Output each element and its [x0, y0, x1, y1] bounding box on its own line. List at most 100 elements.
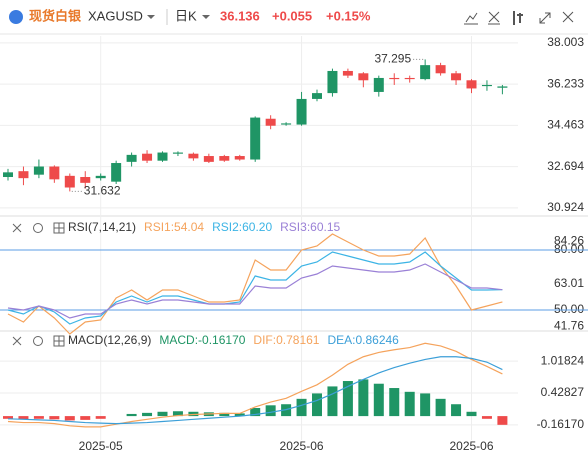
histogram-bar	[234, 413, 245, 417]
histogram-bar	[172, 411, 183, 417]
series-line	[7, 233, 503, 335]
series-line	[7, 342, 503, 428]
histogram-bar	[296, 398, 307, 417]
x-tick-label: 2025-05	[79, 439, 123, 453]
settings-icon[interactable]	[33, 223, 43, 233]
candle-body	[327, 70, 338, 94]
candle-body	[49, 166, 60, 180]
histogram-bar	[466, 411, 477, 417]
candle-body	[358, 73, 369, 81]
candle-body	[126, 154, 137, 162]
logo	[9, 10, 23, 24]
change: +0.055	[272, 8, 312, 23]
histogram-bar	[18, 416, 29, 420]
period[interactable]: 日K	[175, 8, 197, 23]
legend-entry: DIF:0.78161	[253, 333, 319, 347]
candle-body	[3, 172, 13, 178]
histogram-bar	[265, 405, 276, 417]
series-line	[7, 263, 503, 319]
histogram-bar	[342, 381, 353, 417]
x-tick-label: 2025-06	[280, 439, 324, 453]
remove-icon[interactable]	[12, 223, 22, 233]
histogram-bar	[250, 408, 261, 417]
y-tick-label: 1.01824	[541, 353, 585, 367]
dropdown-arrow[interactable]	[202, 15, 210, 19]
histogram-bar	[219, 412, 230, 417]
histogram-bar	[451, 404, 462, 417]
candle-body	[342, 70, 353, 76]
candle-body	[312, 93, 322, 99]
candle-body	[157, 152, 168, 161]
histogram-bar	[404, 391, 415, 417]
toolbar: 现货白银 XAGUSD 日K 36.136 +0.055 +0.15%	[0, 8, 588, 35]
y-tick-label: 34.463	[547, 118, 584, 132]
close-icon[interactable]	[562, 11, 574, 23]
candle-body	[80, 177, 91, 183]
toolbar-icons	[464, 11, 574, 25]
settings-icon[interactable]	[33, 336, 43, 346]
candle-body	[111, 163, 122, 182]
candle-body	[142, 153, 153, 161]
histogram-bar	[389, 388, 400, 417]
histogram-bar	[33, 416, 44, 419]
price: 36.136	[220, 8, 260, 23]
y-tick-label: 80.00	[554, 242, 584, 256]
legend-entry: RSI1:54.04	[144, 220, 204, 234]
histogram-bar	[481, 416, 492, 419]
candle-body	[373, 77, 384, 92]
candle-body	[466, 80, 477, 89]
legend-entry: DEA:0.86246	[327, 333, 399, 347]
symbol[interactable]: XAGUSD	[88, 8, 143, 23]
legend-entry: RSI3:60.15	[280, 220, 340, 234]
remove-icon[interactable]	[12, 336, 22, 346]
histogram-bar	[435, 398, 446, 417]
candle-body	[64, 175, 75, 188]
x-tick-label: 2025-06	[449, 439, 493, 453]
high-label: 37.295	[374, 52, 411, 66]
dropdown-arrow[interactable]	[147, 15, 155, 19]
candle-body	[435, 65, 446, 74]
y-tick-label: 32.694	[547, 159, 584, 173]
histogram-bar	[373, 383, 384, 417]
y-tick-label: 41.76	[554, 319, 584, 333]
series-line	[7, 251, 503, 325]
legend-entry: RSI2:60.20	[212, 220, 272, 234]
histogram-bar	[157, 411, 168, 417]
candle-body	[33, 166, 44, 175]
histogram-bar	[358, 379, 369, 417]
series-line	[7, 356, 503, 425]
candle-body	[296, 98, 307, 125]
draw-icon[interactable]	[488, 11, 500, 25]
candle-body	[203, 156, 214, 162]
y-tick-label: 30.924	[547, 200, 584, 214]
change-pct: +0.15%	[326, 8, 371, 23]
histogram-bar	[95, 416, 106, 419]
histogram-bar	[497, 416, 508, 425]
candle-body	[420, 65, 431, 80]
y-tick-label: 84.26	[554, 234, 584, 248]
histogram-bar	[126, 413, 137, 417]
histogram-bar	[142, 412, 153, 417]
candle-body	[18, 171, 29, 179]
candle-body	[188, 153, 199, 159]
low-label: 31.632	[84, 184, 121, 198]
candle-icon[interactable]	[513, 11, 523, 25]
candle-body	[281, 123, 292, 125]
fullscreen-icon[interactable]	[539, 12, 551, 24]
indicator-title: RSI(7,14,21)	[68, 220, 136, 234]
indicator-title: MACD(12,26,9)	[68, 333, 151, 347]
y-tick-label: 36.233	[547, 76, 584, 90]
y-tick-label: 63.01	[554, 276, 584, 290]
legend-entry: MACD:-0.16170	[159, 333, 245, 347]
histogram-bar	[327, 386, 338, 417]
candle-body	[265, 118, 276, 126]
macd-controls	[12, 335, 65, 347]
y-tick-label: -0.16170	[537, 417, 585, 431]
candle-body	[172, 152, 183, 154]
candle-body	[497, 86, 508, 88]
indicator-icon[interactable]	[464, 12, 478, 25]
histogram-bar	[80, 416, 91, 420]
y-tick-label: 0.42827	[541, 385, 585, 399]
candle-body	[219, 156, 230, 161]
